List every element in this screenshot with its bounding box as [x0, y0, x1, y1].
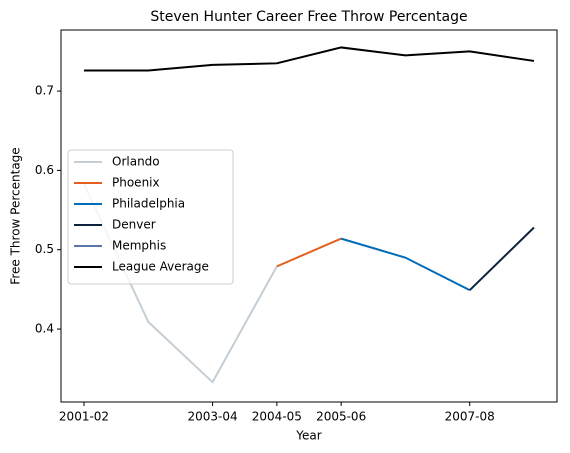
y-tick-label: 0.5: [35, 242, 54, 256]
series-line: [469, 226, 535, 291]
chart-title: Steven Hunter Career Free Throw Percenta…: [150, 9, 467, 25]
x-tick-label: 2007-08: [445, 410, 495, 424]
x-tick-label: 2001-02: [59, 410, 109, 424]
y-axis-label: Free Throw Percentage: [9, 147, 23, 284]
series-line: [276, 237, 342, 268]
y-tick-label: 0.4: [35, 322, 54, 336]
series-line: [340, 237, 471, 292]
x-axis-label: Year: [295, 429, 321, 443]
legend-label: Phoenix: [112, 176, 160, 190]
series-line: [84, 46, 535, 72]
legend-box: [67, 149, 234, 285]
y-tick-label: 0.7: [35, 84, 54, 98]
x-tick-label: 2005-06: [316, 410, 366, 424]
x-tick-label: 2003-04: [188, 410, 238, 424]
legend-label: Philadelphia: [112, 197, 185, 211]
legend: Orlando Phoenix Philadelphia Denver Memphis L…: [67, 149, 234, 285]
legend-label: League Average: [112, 260, 209, 274]
plot-frame: [60, 29, 558, 403]
legend-label: Orlando: [112, 155, 160, 169]
x-tick-label: 2004-05: [252, 410, 302, 424]
legend-label: Denver: [112, 218, 156, 232]
y-tick-label: 0.6: [35, 163, 54, 177]
legend-label: Memphis: [112, 239, 166, 253]
